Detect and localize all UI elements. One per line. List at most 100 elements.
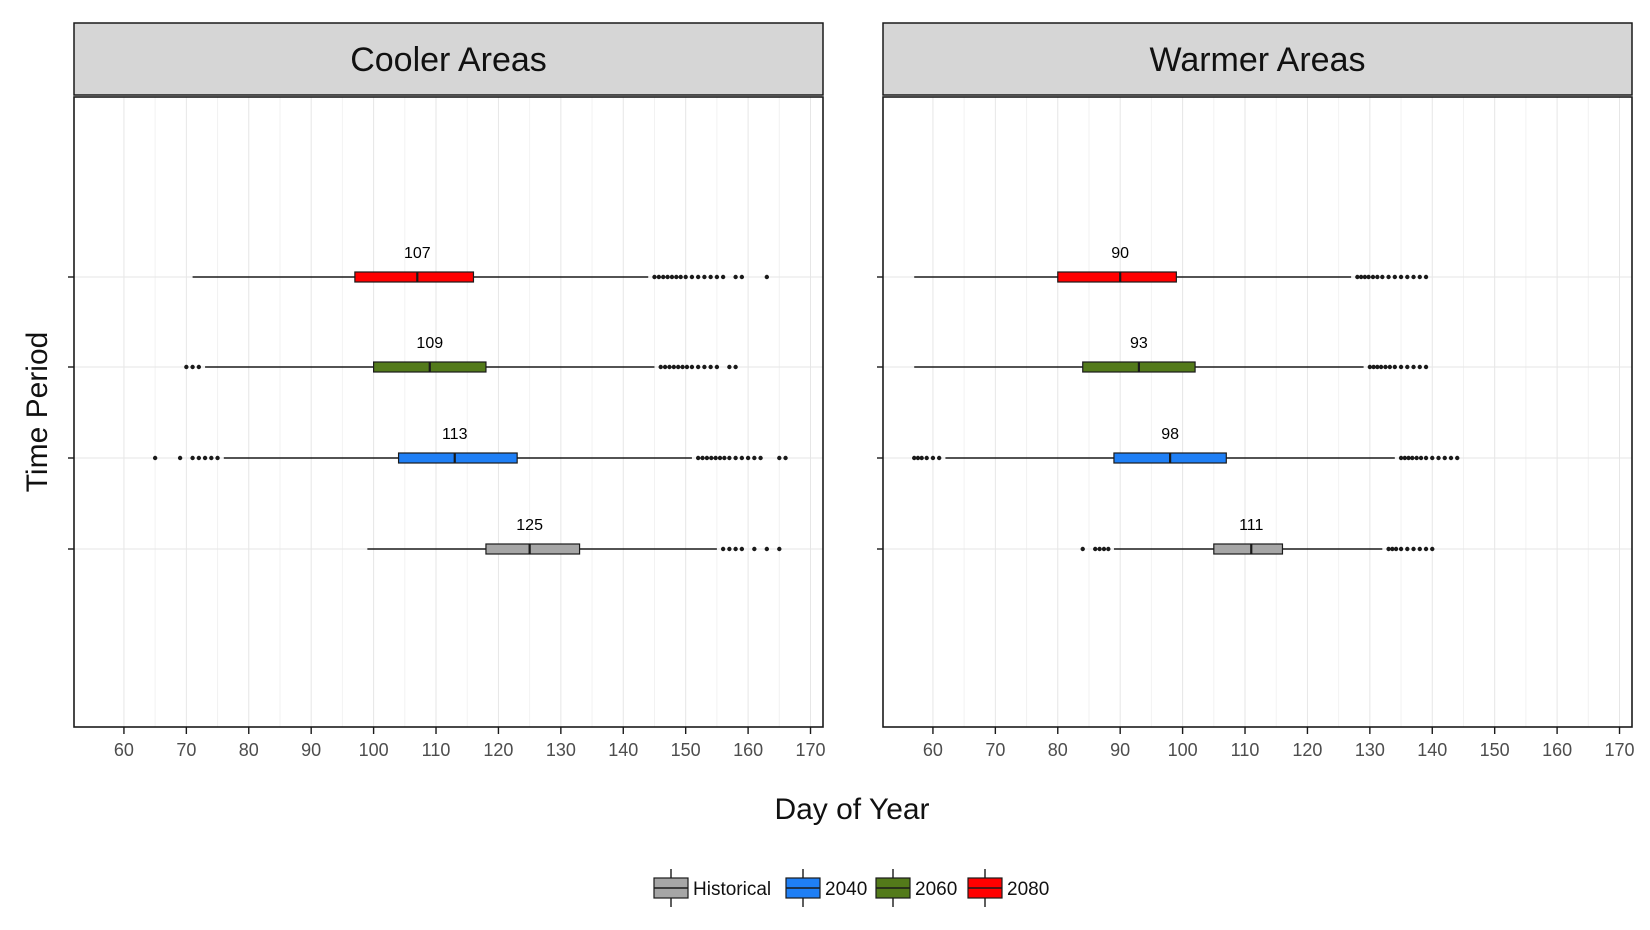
outlier-point xyxy=(714,274,720,280)
outlier-point xyxy=(777,455,782,461)
boxplot-2060: 93 xyxy=(914,335,1429,373)
boxplot-2080: 90 xyxy=(914,245,1429,283)
outlier-point xyxy=(661,274,666,280)
outlier-point xyxy=(1393,546,1399,552)
outlier-point xyxy=(1383,364,1388,370)
outlier-point xyxy=(1375,364,1380,370)
outlier-point xyxy=(739,455,745,461)
x-tick-label: 80 xyxy=(239,740,259,760)
outlier-point xyxy=(152,455,158,461)
outlier-point xyxy=(689,364,695,370)
outlier-point xyxy=(717,455,723,461)
x-tick-label: 150 xyxy=(671,740,701,760)
outlier-point xyxy=(709,455,714,461)
outlier-point xyxy=(1417,546,1422,552)
outlier-point xyxy=(1398,364,1404,370)
outlier-point xyxy=(196,364,202,370)
x-tick-label: 110 xyxy=(422,740,451,760)
panel-warmer: Warmer Areas 111 98 93 90 60 70 80 90 100 110 120 13… xyxy=(877,22,1635,760)
outlier-point xyxy=(678,274,683,280)
outlier-point xyxy=(1423,455,1429,461)
x-tick-label: 100 xyxy=(359,740,389,760)
x-tick-label: 70 xyxy=(985,740,1005,760)
x-tick-label: 90 xyxy=(301,740,321,760)
outlier-point xyxy=(1455,455,1460,461)
facet-strip-title: Cooler Areas xyxy=(350,41,547,79)
outlier-point xyxy=(658,364,663,370)
outlier-point xyxy=(1355,274,1360,280)
x-tick-label: 140 xyxy=(1417,740,1447,760)
x-tick-label: 60 xyxy=(114,740,134,760)
outlier-point xyxy=(1375,274,1380,280)
outlier-point xyxy=(708,364,713,370)
box-iqr xyxy=(397,452,518,464)
outlier-point xyxy=(733,364,738,370)
outlier-point xyxy=(1430,546,1435,552)
outlier-point xyxy=(713,455,718,461)
outlier-point xyxy=(215,455,220,461)
median-value-label: 107 xyxy=(404,245,431,262)
x-tick-label: 120 xyxy=(483,740,513,760)
outlier-point xyxy=(930,455,936,461)
outlier-point xyxy=(684,364,690,370)
median-value-label: 111 xyxy=(1239,517,1263,534)
outlier-point xyxy=(675,364,681,370)
outlier-point xyxy=(1358,274,1364,280)
outlier-point xyxy=(190,455,195,461)
y-axis-title: Time Period xyxy=(21,332,54,493)
outlier-point xyxy=(714,364,720,370)
x-tick-label: 160 xyxy=(1542,740,1572,760)
median-value-label: 90 xyxy=(1111,245,1129,262)
outlier-point xyxy=(1417,274,1422,280)
boxplot-2040: 113 xyxy=(152,426,788,464)
legend-item-historical: Historical xyxy=(653,869,771,907)
outlier-point xyxy=(720,546,726,552)
outlier-point xyxy=(662,364,668,370)
outlier-point xyxy=(704,455,710,461)
legend-item-2040: 2040 xyxy=(785,869,867,907)
legend-label: 2040 xyxy=(825,879,867,900)
outlier-point xyxy=(739,546,745,552)
outlier-point xyxy=(1398,274,1404,280)
panel-cooler: Cooler Areas 125 113 109 107 60 70 80 90 100 110 12… xyxy=(68,22,826,760)
panel-border xyxy=(73,96,824,728)
boxplot-2080: 107 xyxy=(192,245,770,283)
outlier-point xyxy=(1398,455,1404,461)
outlier-point xyxy=(1386,546,1391,552)
legend: Historical 2040 2060 2080 xyxy=(653,869,1049,907)
x-tick-label: 60 xyxy=(923,740,943,760)
x-tick-label: 150 xyxy=(1480,740,1510,760)
outlier-point xyxy=(1390,546,1395,552)
x-tick-label: 80 xyxy=(1048,740,1068,760)
x-tick-label: 170 xyxy=(1604,740,1634,760)
x-tick-label: 160 xyxy=(733,740,763,760)
outlier-point xyxy=(202,455,208,461)
outlier-point xyxy=(739,274,745,280)
panel-border xyxy=(882,96,1633,728)
outlier-point xyxy=(702,364,707,370)
outlier-point xyxy=(720,274,726,280)
outlier-point xyxy=(196,455,202,461)
outlier-point xyxy=(1093,546,1098,552)
outlier-point xyxy=(1362,274,1368,280)
outlier-point xyxy=(1448,455,1454,461)
outlier-point xyxy=(674,274,679,280)
outlier-point xyxy=(722,455,727,461)
outlier-point xyxy=(745,455,751,461)
outlier-point xyxy=(783,455,788,461)
outlier-point xyxy=(915,455,921,461)
outlier-point xyxy=(1417,364,1422,370)
outlier-point xyxy=(1367,364,1373,370)
outlier-point xyxy=(669,274,675,280)
outlier-point xyxy=(1392,274,1398,280)
x-axis-title: Day of Year xyxy=(774,793,929,826)
outlier-point xyxy=(1378,364,1384,370)
outlier-point xyxy=(1386,274,1391,280)
outlier-point xyxy=(752,455,757,461)
outlier-point xyxy=(1414,455,1419,461)
boxplot-historical: 125 xyxy=(367,517,782,555)
outlier-point xyxy=(764,274,770,280)
outlier-point xyxy=(190,364,195,370)
